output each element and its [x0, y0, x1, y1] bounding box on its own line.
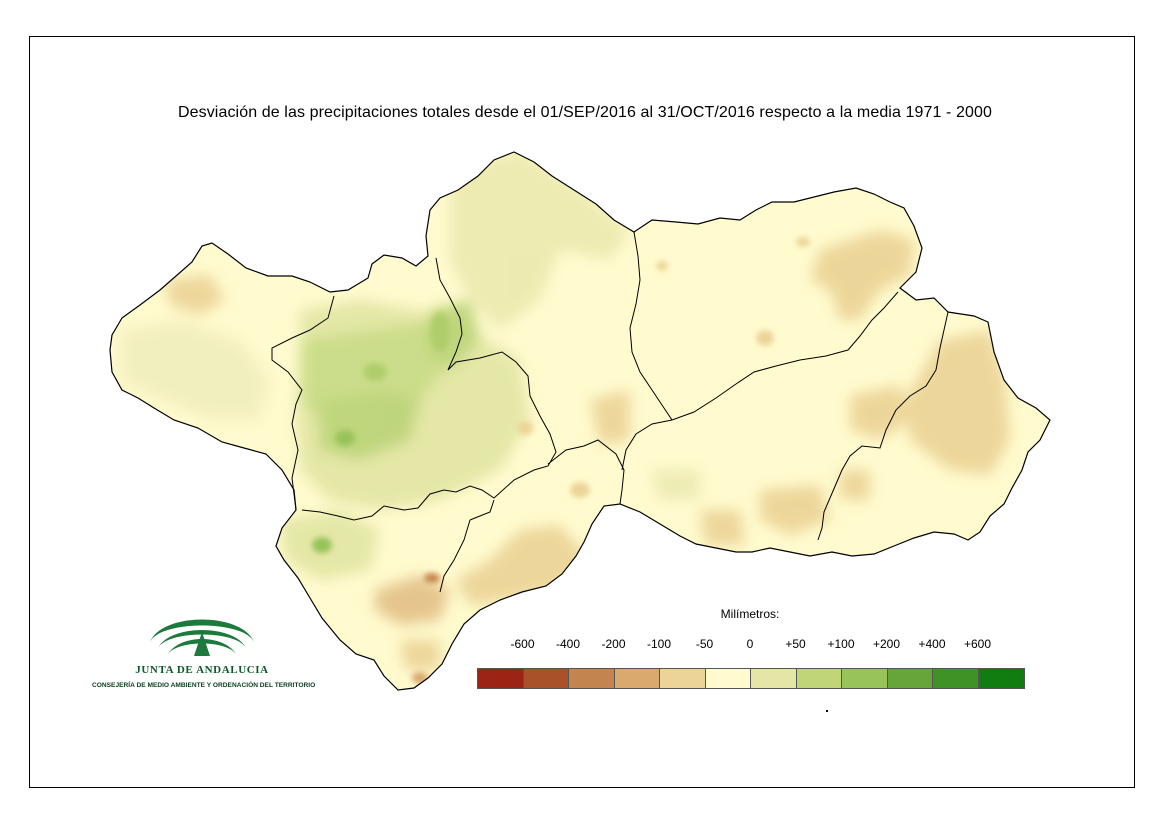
legend-label: -200 [601, 637, 626, 651]
legend-swatch-2 [569, 669, 615, 688]
legend-label: -50 [695, 637, 714, 651]
legend-color-bar [477, 668, 1025, 689]
legend-label: -600 [510, 637, 535, 651]
legend-swatch-5 [705, 669, 751, 688]
legend-label: +200 [872, 637, 901, 651]
map-frame [29, 36, 1135, 788]
province-boundaries [271, 231, 949, 593]
map-title: Desviación de las precipitaciones totale… [177, 104, 993, 121]
legend-swatch-0 [478, 669, 524, 688]
logo-emblem-icon [150, 619, 254, 656]
legend-labels: -600 -400 -200 -100 -50 0 +50 +100 +200 +400 +600 [500, 637, 1020, 653]
legend-label: -400 [555, 637, 581, 651]
legend-label: +50 [785, 637, 806, 651]
legend-swatch-1 [523, 669, 569, 688]
legend-swatch-11 [978, 669, 1024, 688]
legend-label: +400 [918, 637, 946, 651]
stray-dot [826, 710, 828, 712]
legend-swatch-6 [751, 669, 797, 688]
legend-swatch-10 [933, 669, 979, 688]
logo-subtitle: CONSEJERÍA DE MEDIO AMBIENTE Y ORDENACIÓ… [92, 682, 316, 689]
legend-swatch-7 [796, 669, 842, 688]
legend-label: +100 [827, 637, 855, 651]
logo-name: JUNTA DE ANDALUCIA [135, 664, 269, 676]
legend-label: -100 [646, 637, 672, 651]
legend-swatch-8 [842, 669, 888, 688]
junta-de-andalucia-logo: JUNTA DE ANDALUCIA CONSEJERÍA DE MEDIO A… [92, 600, 316, 695]
legend-title: Milímetros: [720, 607, 780, 621]
legend-label: +600 [963, 637, 992, 651]
precipitation-surface [120, 152, 1010, 684]
legend-swatch-9 [887, 669, 933, 688]
legend-label: 0 [746, 637, 754, 651]
legend-swatch-4 [660, 669, 706, 688]
legend-swatch-3 [614, 669, 660, 688]
